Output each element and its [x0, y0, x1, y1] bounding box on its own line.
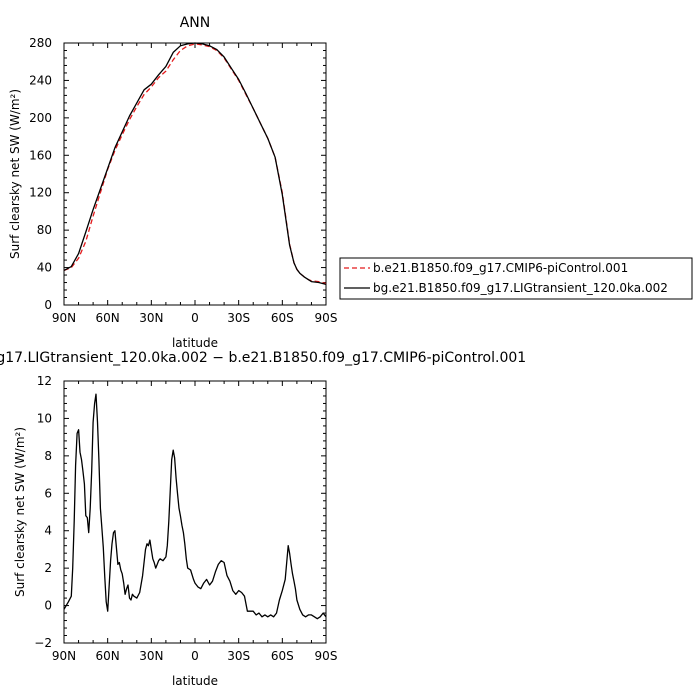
- panel2-ticks: 90N 60N 30N 0 30S 60S 90S −2 0 2 4 6 8 10 12: [34, 374, 337, 663]
- panel2-ylabel: Surf clearsky net SW (W/m²): [13, 427, 27, 597]
- panel2-xtick-label: 90S: [315, 649, 338, 663]
- panel2-xtick-label: 60S: [271, 649, 294, 663]
- panel1-ytick-label: 200: [29, 111, 52, 125]
- panel2-xtick-label: 30N: [139, 649, 163, 663]
- panel2-xtick-label: 60N: [96, 649, 120, 663]
- legend-frame: [339, 257, 693, 300]
- panel1-ticks: 90N 60N 30N 0 30S 60S 90S 0 40 80 120 160 200 240 280: [29, 36, 337, 325]
- panel2-series: [63, 393, 327, 620]
- panel1-plot-frame: [63, 42, 327, 306]
- panel1-ytick-label: 80: [37, 223, 52, 237]
- panel2-ytick-label: 0: [44, 599, 52, 613]
- panel1-xtick-label: 60N: [96, 311, 120, 325]
- panel1-ytick-label: 120: [29, 186, 52, 200]
- panel2-plot-frame: [63, 380, 327, 644]
- legend-label-0: b.e21.B1850.f09_g17.CMIP6-piControl.001: [373, 261, 628, 275]
- panel2-ytick-label: 8: [44, 449, 52, 463]
- panel1-xtick-label: 90N: [52, 311, 76, 325]
- panel1-ytick-label: 280: [29, 36, 52, 50]
- panel1-ytick-label: 240: [29, 73, 52, 87]
- panel1-xtick-label: 60S: [271, 311, 294, 325]
- annual-mean-panel: ANN 90N 60N 30N 0 30S 60S 90S 0 40 80 120 160 200 240…: [8, 15, 693, 350]
- panel1-xlabel: latitude: [172, 336, 218, 350]
- panel1-ylabel: Surf clearsky net SW (W/m²): [8, 89, 22, 259]
- panel1-ytick-label: 40: [37, 261, 52, 275]
- panel1-xtick-label: 30S: [227, 311, 250, 325]
- panel2-ytick-label: 6: [44, 486, 52, 500]
- panel2-xlabel: latitude: [172, 674, 218, 688]
- panel2-ytick-label: 2: [44, 561, 52, 575]
- panel1-series: [63, 42, 327, 286]
- panel1-xtick-label: 30N: [139, 311, 163, 325]
- panel2-series-line-0: [63, 393, 327, 620]
- panel1-xtick-label: 0: [191, 311, 199, 325]
- panel1-ytick-label: 160: [29, 148, 52, 162]
- legend: b.e21.B1850.f09_g17.CMIP6-piControl.001 …: [339, 257, 693, 300]
- panel2-ytick-label: 4: [44, 524, 52, 538]
- panel2-ytick-label: 10: [37, 411, 52, 425]
- panel2-ytick-label: −2: [34, 636, 52, 650]
- panel1-series-line-0: [63, 43, 327, 285]
- panel1-xtick-label: 90S: [315, 311, 338, 325]
- difference-panel: bg.e21.B1850.f09_g17.LIGtransient_120.0k…: [0, 350, 526, 688]
- panel2-xtick-label: 90N: [52, 649, 76, 663]
- panel2-xtick-label: 0: [191, 649, 199, 663]
- legend-label-1: bg.e21.B1850.f09_g17.LIGtransient_120.0k…: [373, 281, 668, 295]
- panel2-xtick-label: 30S: [227, 649, 250, 663]
- panel1-title: ANN: [180, 15, 211, 31]
- panel1-series-line-1: [63, 42, 327, 286]
- panel1-ytick-label: 0: [44, 298, 52, 312]
- panel2-title: bg.e21.B1850.f09_g17.LIGtransient_120.0k…: [0, 350, 526, 366]
- panel2-ytick-label: 12: [37, 374, 52, 388]
